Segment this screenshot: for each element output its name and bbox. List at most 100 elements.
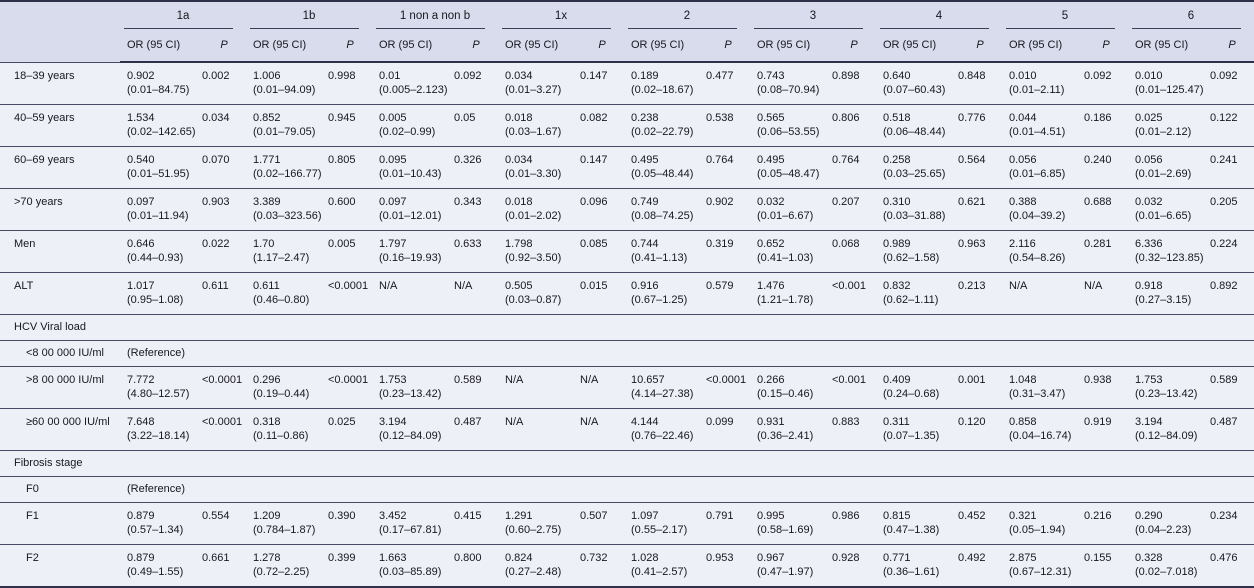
- or-ci-cell: 0.032 (0.01–6.67): [750, 188, 832, 231]
- or-value: 0.931: [757, 416, 785, 428]
- ci-value: (0.95–1.08): [127, 294, 184, 306]
- or-value: 1.048: [1009, 374, 1037, 386]
- p-value: <0.0001: [202, 408, 246, 451]
- or-value: 0.095: [379, 154, 407, 166]
- or-value: 0.646: [127, 238, 155, 250]
- p-value: 0.034: [202, 104, 246, 147]
- or-ci-cell: 0.010 (0.01–2.11): [1002, 61, 1084, 105]
- ci-value: (3.22–18.14): [127, 430, 190, 442]
- table-header: 1a 1b 1 non a non b 1x 2 3 4 5 6 OR (95 CI) P OR (9…: [0, 1, 1254, 63]
- row-label: >8 00 000 IU/ml: [0, 366, 120, 409]
- or-ci-cell: 3.452 (0.17–67.81): [372, 502, 454, 545]
- group-underline: [628, 28, 737, 29]
- or-ci-cell: 7.648 (3.22–18.14): [120, 408, 202, 451]
- or-value: 0.744: [631, 238, 659, 250]
- or-ci-cell: 0.743 (0.08–70.94): [750, 61, 832, 105]
- ci-value: (0.03–323.56): [253, 210, 322, 222]
- ci-value: (0.19–0.44): [253, 388, 310, 400]
- or-value: 0.321: [1009, 510, 1037, 522]
- or-value: 0.879: [127, 510, 155, 522]
- or-ci-cell: 0.010 (0.01–125.47): [1128, 61, 1210, 105]
- p-value: 0.903: [202, 188, 246, 231]
- p-value: 0.025: [328, 408, 372, 451]
- or-ci-cell: 0.097 (0.01–12.01): [372, 188, 454, 231]
- or-value: 0.056: [1009, 154, 1037, 166]
- p-column-header: P: [454, 29, 498, 63]
- or-value: 0.388: [1009, 196, 1037, 208]
- or-ci-cell: 0.505 (0.03–0.87): [498, 272, 580, 315]
- ci-value: (0.15–0.46): [757, 388, 814, 400]
- ci-value: (0.01–125.47): [1135, 84, 1204, 96]
- p-value: 0.070: [202, 146, 246, 189]
- p-value: 0.848: [958, 61, 1002, 105]
- row-label: <8 00 000 IU/ml: [0, 340, 120, 367]
- p-value: 0.928: [832, 544, 876, 587]
- or-ci-cell: 0.611 (0.46–0.80): [246, 272, 328, 315]
- p-value: 0.05: [454, 104, 498, 147]
- group-label: 5: [1061, 10, 1069, 22]
- group-label: 1x: [554, 10, 568, 22]
- or-ci-cell: 2.875 (0.67–12.31): [1002, 544, 1084, 587]
- or-ci-cell: 2.116 (0.54–8.26): [1002, 230, 1084, 273]
- p-value: 0.611: [202, 272, 246, 315]
- ci-value: (0.46–0.80): [253, 294, 310, 306]
- or-value: 0.097: [127, 196, 155, 208]
- or-ci-cell: 1.028 (0.41–2.57): [624, 544, 706, 587]
- ci-value: (0.01–3.27): [505, 84, 562, 96]
- p-value: 0.661: [202, 544, 246, 587]
- or-value: 1.70: [253, 238, 275, 250]
- p-value: 0.326: [454, 146, 498, 189]
- row-label: Men: [0, 230, 120, 273]
- or-ci-cell: 4.144 (0.76–22.46): [624, 408, 706, 451]
- or-ci-cell: 0.290 (0.04–2.23): [1128, 502, 1210, 545]
- ci-value: (0.02–7.018): [1135, 566, 1198, 578]
- row-label: HCV Viral load: [0, 314, 1254, 341]
- or-value: 0.858: [1009, 416, 1037, 428]
- p-column-header: P: [1210, 29, 1254, 63]
- or-ci-cell: 1.476 (1.21–1.78): [750, 272, 832, 315]
- ci-value: (0.62–1.58): [883, 252, 940, 264]
- or-value: 1.097: [631, 510, 659, 522]
- or-value: 0.034: [505, 154, 533, 166]
- ci-value: (0.17–67.81): [379, 524, 442, 536]
- p-value: 0.589: [1210, 366, 1254, 409]
- ci-value: (0.05–48.44): [631, 168, 694, 180]
- p-value: 0.415: [454, 502, 498, 545]
- p-value: 0.633: [454, 230, 498, 273]
- ci-value: (0.04–16.74): [1009, 430, 1072, 442]
- or-value: 0.266: [757, 374, 785, 386]
- p-value: 0.579: [706, 272, 750, 315]
- ci-value: (1.21–1.78): [757, 294, 814, 306]
- ci-value: (0.07–60.43): [883, 84, 946, 96]
- p-value: <0.001: [832, 366, 876, 409]
- row-label: 18–39 years: [0, 61, 120, 105]
- or-value: 0.097: [379, 196, 407, 208]
- ci-value: (0.08–74.25): [631, 210, 694, 222]
- p-value: 0.507: [580, 502, 624, 545]
- ci-value: (0.12–84.09): [1135, 430, 1198, 442]
- row-label: ≥60 00 000 IU/ml: [0, 408, 120, 451]
- or-ci-cell: 0.388 (0.04–39.2): [1002, 188, 1084, 231]
- or-value: 1.278: [253, 552, 281, 564]
- p-value: 0.085: [580, 230, 624, 273]
- p-value: 0.005: [328, 230, 372, 273]
- or-value: 7.648: [127, 416, 155, 428]
- ci-value: (0.27–2.48): [505, 566, 562, 578]
- or-value: 0.01: [379, 70, 401, 82]
- table-row-reference: <8 00 000 IU/ml (Reference): [0, 340, 1254, 367]
- p-column-header: P: [832, 29, 876, 63]
- or-ci-cell: 1.048 (0.31–3.47): [1002, 366, 1084, 409]
- ci-value: (0.41–2.57): [631, 566, 688, 578]
- group-underline: [376, 28, 485, 29]
- group-label: 1b: [302, 10, 316, 22]
- or-ci-cell: 0.328 (0.02–7.018): [1128, 544, 1210, 587]
- or-ci-column-header: OR (95 CI): [372, 29, 454, 63]
- group-underline: [250, 28, 359, 29]
- ci-value: (0.04–2.23): [1135, 524, 1192, 536]
- ci-value: (0.47–1.97): [757, 566, 814, 578]
- ci-value: (0.02–0.99): [379, 126, 436, 138]
- or-ci-cell: 10.657 (4.14–27.38): [624, 366, 706, 409]
- or-ci-cell: 0.189 (0.02–18.67): [624, 61, 706, 105]
- ci-value: (0.01–6.65): [1135, 210, 1192, 222]
- or-value: 0.916: [631, 280, 659, 292]
